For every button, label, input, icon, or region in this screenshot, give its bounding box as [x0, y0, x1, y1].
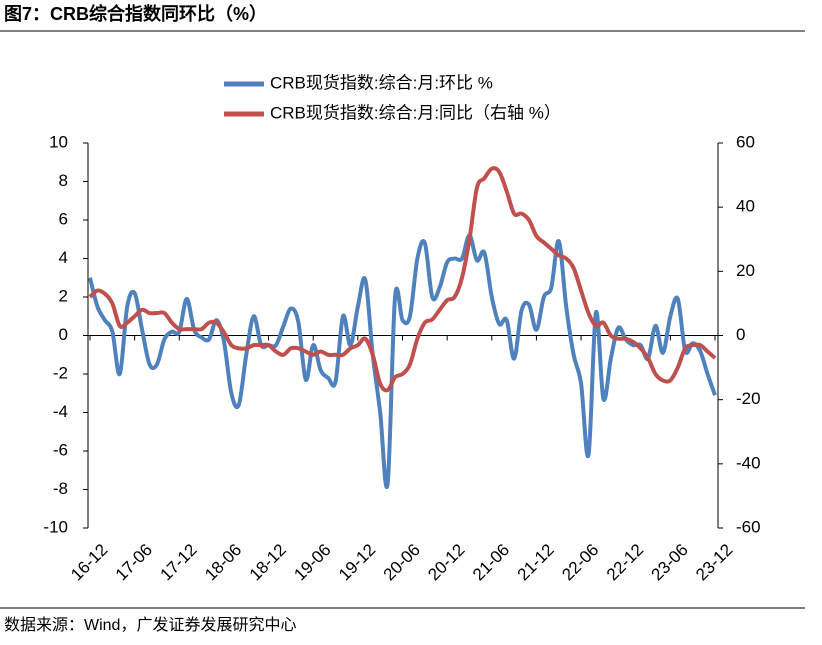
y-tick-label: 8 — [59, 171, 68, 190]
y-tick-label: 2 — [59, 286, 68, 305]
y-tick-label: -4 — [53, 402, 68, 421]
x-tick-label: 21-06 — [469, 540, 513, 584]
x-tick-label: 23-06 — [648, 540, 692, 584]
y-tick-label: -10 — [43, 517, 68, 536]
x-tick-label: 18-12 — [246, 540, 290, 584]
series-line — [88, 233, 717, 489]
y-tick-label: 6 — [59, 209, 68, 228]
y-tick-label: 10 — [49, 132, 68, 151]
x-tick-label: 20-06 — [380, 540, 424, 584]
source: 数据来源：Wind，广发证券发展研究中心 — [4, 616, 296, 634]
legend-label: CRB现货指数:综合:月:环比 % — [270, 73, 493, 92]
x-tick-label: 22-12 — [603, 540, 647, 584]
x-tick-label: 19-06 — [290, 540, 334, 584]
y-tick-label: -2 — [53, 363, 68, 382]
y2-tick-label: 40 — [736, 197, 755, 216]
x-tick-label: 22-06 — [558, 540, 602, 584]
x-tick-label: 23-12 — [692, 540, 736, 584]
x-tick-label: 18-06 — [201, 540, 245, 584]
x-tick-label: 16-12 — [67, 540, 111, 584]
chart-title: 图7：CRB综合指数同环比（%） — [4, 3, 267, 24]
y2-tick-label: -20 — [736, 389, 761, 408]
x-tick-label: 17-12 — [156, 540, 200, 584]
x-tick-label: 21-12 — [514, 540, 558, 584]
y-tick-label: 4 — [59, 248, 68, 267]
y2-tick-label: -60 — [736, 517, 761, 536]
y-tick-label: 0 — [59, 325, 68, 344]
y-tick-label: -8 — [53, 479, 68, 498]
legend-label: CRB现货指数:综合:月:同比（右轴 %） — [270, 103, 561, 122]
y2-tick-label: 60 — [736, 132, 755, 151]
y2-tick-label: 0 — [736, 325, 745, 344]
y-tick-label: -6 — [53, 440, 68, 459]
series-line — [88, 166, 717, 393]
x-tick-label: 19-12 — [335, 540, 379, 584]
x-tick-label: 20-12 — [424, 540, 468, 584]
y2-tick-label: 20 — [736, 261, 755, 280]
x-tick-label: 17-06 — [112, 540, 156, 584]
y2-tick-label: -40 — [736, 453, 761, 472]
